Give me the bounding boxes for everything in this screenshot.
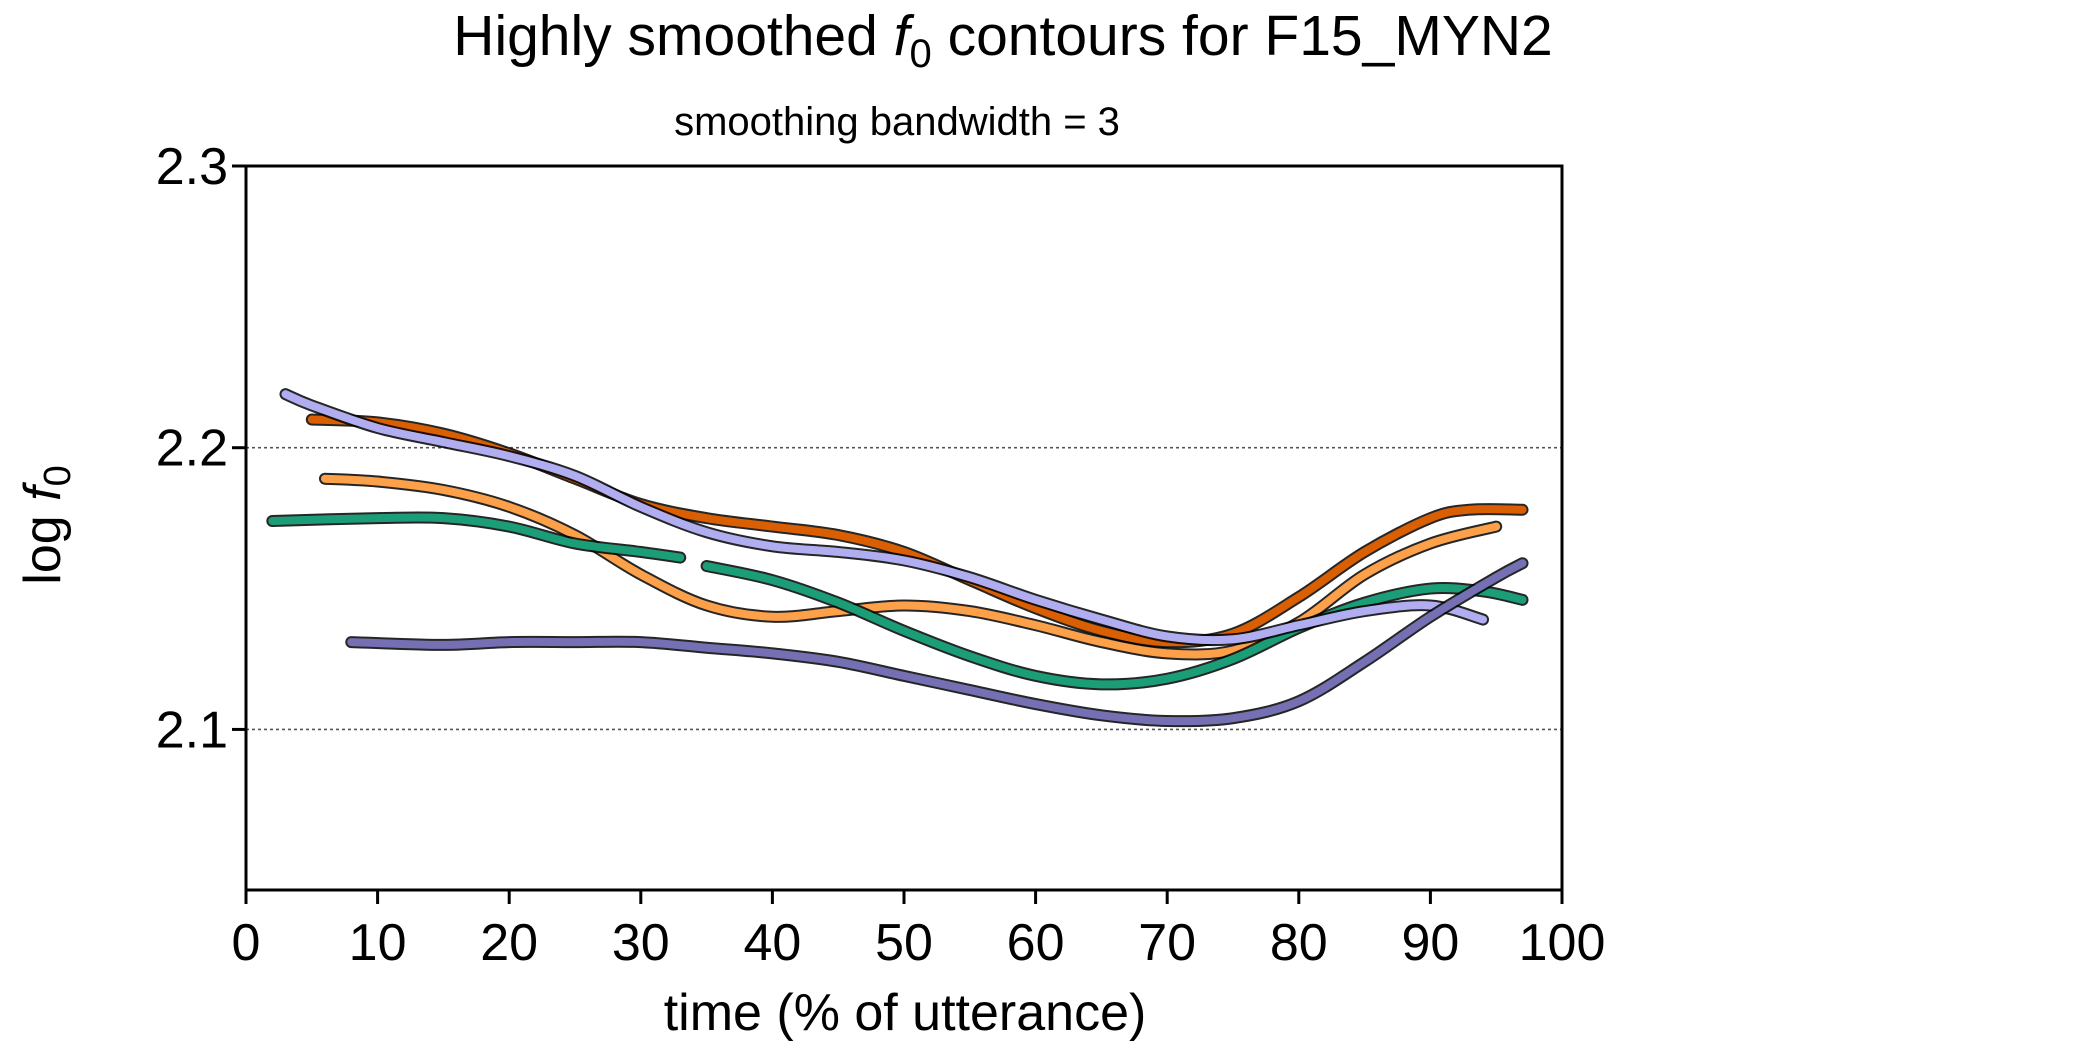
title-symbol: f (894, 4, 915, 68)
x-tick-label-3: 30 (612, 914, 670, 972)
x-tick-label-0: 0 (232, 914, 261, 972)
title-prefix: Highly smoothed (453, 4, 893, 68)
series-4 (279, 388, 1490, 647)
series-3-line-1 (268, 513, 685, 562)
x-tick-label-7: 70 (1138, 914, 1196, 972)
x-tick-label-5: 50 (875, 914, 933, 972)
series-4-line-1 (281, 390, 1488, 645)
x-axis-label: time (% of utterance) (664, 984, 1147, 1042)
ylabel-subscript: 0 (37, 465, 79, 486)
x-tick-label-10: 100 (1519, 914, 1606, 972)
chart-title: Highly smoothed f0 contours for F15_MYN2 (453, 4, 1552, 76)
ylabel-prefix: log (14, 501, 72, 585)
x-tick-label-8: 80 (1270, 914, 1328, 972)
title-suffix: contours for F15_MYN2 (932, 4, 1553, 68)
ticks: 0 10 20 30 40 50 60 70 80 90 100 2.1 2.2 2.3 (156, 138, 1606, 972)
x-tick-label-2: 20 (480, 914, 538, 972)
x-tick-label-1: 10 (349, 914, 407, 972)
y-tick-label-0: 2.1 (156, 701, 228, 759)
x-tick-label-4: 40 (743, 914, 801, 972)
series-5 (345, 557, 1529, 728)
ylabel-symbol: f (14, 482, 72, 501)
plot-frame (244, 164, 1564, 892)
y-tick-label-1: 2.2 (156, 420, 228, 478)
title-subscript: 0 (910, 32, 932, 76)
series-3 (266, 511, 1529, 691)
y-tick-label-2: 2.3 (156, 138, 228, 196)
axes (244, 164, 1564, 892)
y-axis-label: log f0 (14, 465, 79, 584)
chart-subtitle: smoothing bandwidth = 3 (674, 100, 1120, 144)
series-5-line-1 (347, 559, 1527, 726)
series-lines (266, 388, 1529, 728)
series-3-line-2 (702, 562, 1527, 689)
x-tick-label-9: 90 (1401, 914, 1459, 972)
x-tick-label-6: 60 (1007, 914, 1065, 972)
